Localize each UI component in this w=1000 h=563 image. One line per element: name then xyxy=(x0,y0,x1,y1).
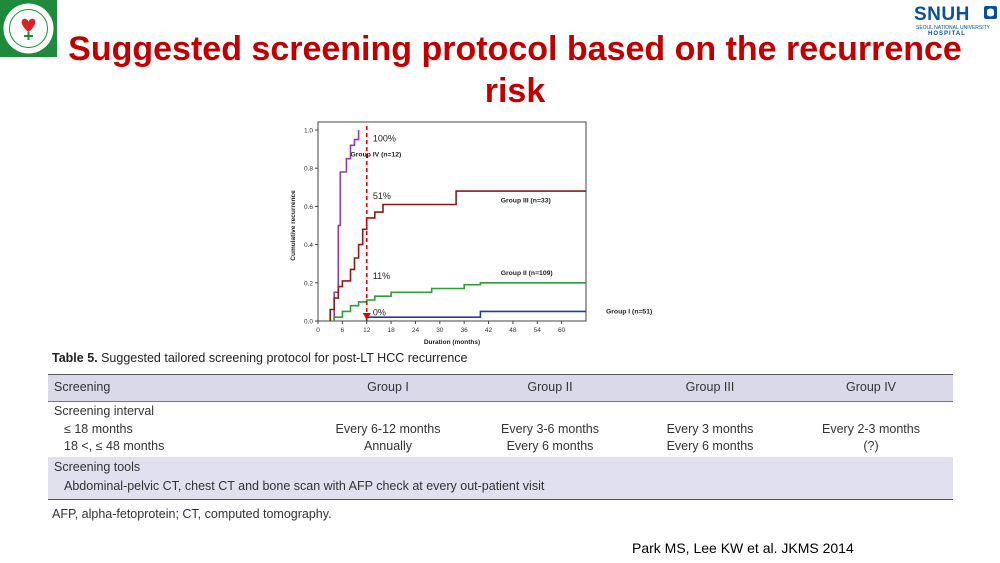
table-caption-label: Table 5. xyxy=(52,351,98,365)
row2-label: 18 <, ≤ 48 months xyxy=(64,439,165,453)
row1-group-3: Every 3 months xyxy=(666,422,754,436)
recurrence-chart: 0.0 0.2 0.4 0.6 0.8 1.0 0 6 12 18 24 30 36 42 48 54 60 Du… xyxy=(283,115,673,347)
tools-text: Abdominal-pelvic CT, chest CT and bone s… xyxy=(64,479,545,493)
logo-right-subtitle: SEOUL NATIONAL UNIVERSITY xyxy=(916,25,990,31)
slide-title: Suggested screening protocol based on th… xyxy=(68,30,962,110)
row2-group-2: Every 6 months xyxy=(506,439,594,453)
logo-right-hospital: HOSPITAL xyxy=(928,31,966,37)
tools-label: Screening tools xyxy=(54,460,141,474)
percent-annotation: 100% xyxy=(373,133,396,143)
x-tick-label: 42 xyxy=(485,327,493,334)
citation: Park MS, Lee KW et al. JKMS 2014 xyxy=(632,540,854,556)
series-label-4: Group I (n=51) xyxy=(606,308,652,315)
series-line-2 xyxy=(329,190,586,321)
snuh-emblem-icon xyxy=(984,6,997,19)
row2-group-4: (?) xyxy=(863,439,879,453)
x-tick-label: 12 xyxy=(363,327,371,334)
header-screening: Screening xyxy=(54,380,111,394)
row1-group-2: Every 3-6 months xyxy=(501,422,599,436)
x-tick-label: 48 xyxy=(509,327,517,334)
y-tick-label: 0.6 xyxy=(304,204,313,211)
series-line-4 xyxy=(365,310,586,321)
logo-right-name: SNUH xyxy=(914,4,970,25)
y-tick-label: 0.0 xyxy=(304,319,313,326)
row2-group-1: Annually xyxy=(364,439,412,453)
y-tick-label: 0.4 xyxy=(304,242,313,249)
row1-group-1: Every 6-12 months xyxy=(335,422,441,436)
series-label-1: Group IV (n=12) xyxy=(350,152,401,159)
y-tick-label: 1.0 xyxy=(304,128,313,135)
y-tick-label: 0.2 xyxy=(304,280,313,287)
header-group-2: Group II xyxy=(527,380,573,394)
percent-annotation: 11% xyxy=(373,271,390,281)
x-tick-label: 24 xyxy=(412,327,420,334)
header-group-4: Group IV xyxy=(845,380,897,394)
x-tick-label: 6 xyxy=(341,327,345,334)
row2-group-3: Every 6 months xyxy=(666,439,754,453)
table-caption: Table 5. Suggested tailored screening pr… xyxy=(52,351,468,365)
logo-left xyxy=(0,0,57,57)
interval-label: Screening interval xyxy=(54,404,155,418)
series-line-1 xyxy=(333,130,360,321)
x-tick-label: 30 xyxy=(436,327,444,334)
x-tick-label: 0 xyxy=(316,327,320,334)
x-tick-label: 18 xyxy=(387,327,395,334)
table-caption-text: Suggested tailored screening protocol fo… xyxy=(97,351,468,365)
table-header-row: Screening Group I Group II Group III Gro… xyxy=(48,374,953,402)
header-group-3: Group III xyxy=(685,380,735,394)
x-tick-label: 60 xyxy=(558,327,566,334)
series-line-3 xyxy=(333,282,586,321)
header-group-1: Group I xyxy=(367,380,409,394)
x-tick-label: 36 xyxy=(461,327,469,334)
series-label-2: Group III (n=33) xyxy=(501,198,551,205)
tools-row: Screening tools Abdominal-pelvic CT, che… xyxy=(48,457,953,500)
row1-group-4: Every 2-3 months xyxy=(822,422,920,436)
x-tick-label: 54 xyxy=(534,327,542,334)
y-axis-label: Cumulative recurrence xyxy=(290,190,297,261)
y-tick-label: 0.8 xyxy=(304,166,313,173)
row1-label: ≤ 18 months xyxy=(64,422,133,436)
x-axis-label: Duration (months) xyxy=(424,339,480,346)
logo-right: SNUH SEOUL NATIONAL UNIVERSITY HOSPITAL xyxy=(914,4,998,40)
series-label-3: Group II (n=109) xyxy=(501,270,553,277)
percent-annotation: 51% xyxy=(373,191,391,201)
plot-frame xyxy=(317,121,587,322)
percent-annotation: 0% xyxy=(373,307,386,317)
cutoff-arrow xyxy=(362,313,371,320)
table-footnote: AFP, alpha-fetoprotein; CT, computed tom… xyxy=(52,507,332,521)
